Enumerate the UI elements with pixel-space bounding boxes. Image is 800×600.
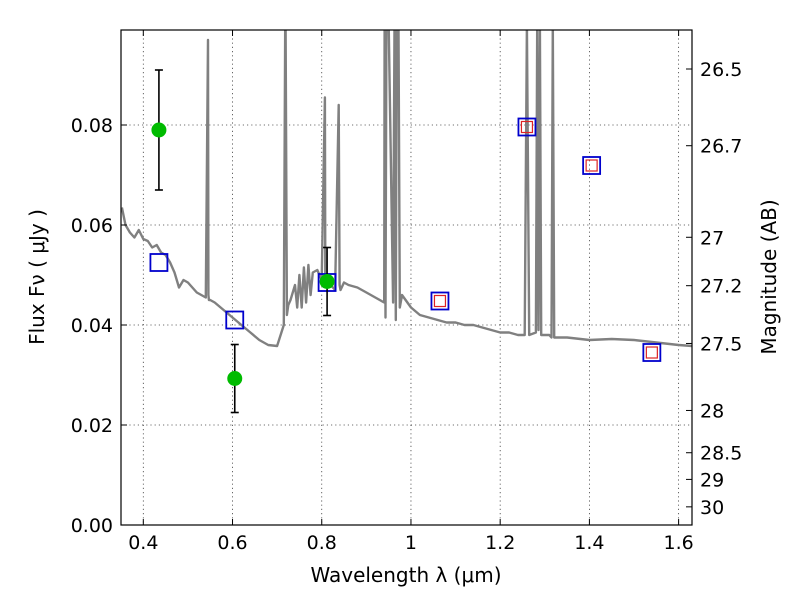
observation-point bbox=[319, 274, 335, 289]
axis-ticks: 0.4 0.6 0.8 1 1.2 1.4 1.6 0.00 0.02 0.04 0.06 0.08 2… bbox=[71, 30, 742, 554]
observation-point bbox=[227, 371, 243, 386]
mag-tick-label: 26.7 bbox=[700, 136, 742, 158]
photometry-square-marker bbox=[585, 159, 598, 172]
x-tick-label: 1.2 bbox=[485, 532, 515, 554]
y-tick-label: 0.02 bbox=[71, 415, 113, 437]
mag-tick-label: 26.5 bbox=[700, 59, 742, 81]
spectrum-line bbox=[121, 30, 692, 348]
plot-frame bbox=[120, 29, 693, 526]
y-tick-label: 0.04 bbox=[71, 315, 113, 337]
photometry-square-marker bbox=[520, 120, 534, 134]
mag-tick-label: 28.5 bbox=[700, 443, 742, 465]
y-tick-label: 0.06 bbox=[71, 215, 113, 237]
model-square-marker bbox=[582, 156, 602, 175]
model-square-marker bbox=[149, 253, 169, 272]
mag-tick-label: 27 bbox=[700, 227, 724, 249]
x-tick-label: 1 bbox=[405, 532, 417, 554]
model-square-marker bbox=[430, 291, 450, 311]
x-tick-label: 1.6 bbox=[664, 532, 694, 554]
x-tick-label: 0.8 bbox=[307, 532, 337, 554]
photometry-square-marker bbox=[433, 294, 447, 308]
y-tick-label: 0.08 bbox=[71, 115, 113, 137]
mag-tick-label: 27.2 bbox=[700, 276, 742, 298]
plot-area bbox=[121, 30, 692, 414]
y-tick-label: 0.00 bbox=[71, 515, 113, 537]
mag-tick-label: 27.5 bbox=[700, 333, 742, 355]
model-square-marker bbox=[225, 310, 245, 330]
observation-point bbox=[151, 122, 167, 138]
mag-tick-label: 28 bbox=[700, 400, 724, 422]
x-tick-label: 1.4 bbox=[574, 532, 604, 554]
x-tick-label: 0.4 bbox=[128, 532, 158, 554]
model-square-marker bbox=[642, 343, 662, 362]
x-tick-label: 0.6 bbox=[217, 532, 247, 554]
model-square-marker bbox=[517, 117, 537, 137]
y-axis-right-label: Magnitude (AB) bbox=[757, 199, 781, 354]
grid-lines bbox=[121, 30, 692, 525]
y-axis-label: Flux Fν ( μJy ) bbox=[25, 209, 49, 345]
x-axis-label: Wavelength λ (μm) bbox=[310, 563, 501, 587]
mag-tick-label: 29 bbox=[700, 469, 724, 491]
photometry-square-marker bbox=[645, 346, 658, 359]
mag-tick-label: 30 bbox=[700, 497, 724, 519]
